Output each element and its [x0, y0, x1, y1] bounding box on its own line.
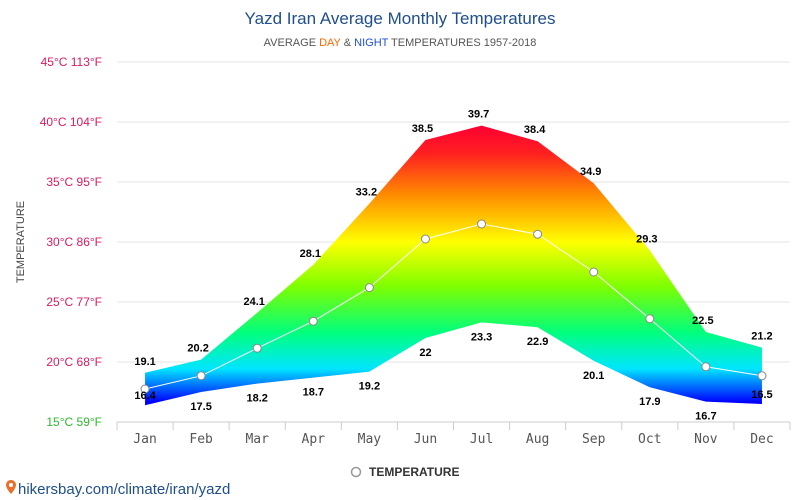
x-tick-label: Apr	[302, 432, 326, 447]
mean-temperature-point	[140, 384, 150, 394]
night-value-label: 17.5	[190, 401, 211, 413]
mean-temperature-point	[364, 283, 374, 293]
night-value-label: 22	[419, 347, 431, 359]
y-tick-label: 45°C 113°F	[41, 55, 102, 69]
footer-text: hikersbay.com/climate/iran/yazd	[18, 481, 230, 498]
x-tick-label: Feb	[189, 432, 213, 447]
day-value-label: 24.1	[243, 296, 264, 308]
night-value-label: 16.7	[695, 411, 716, 423]
night-value-label: 18.7	[303, 387, 324, 399]
day-value-label: 21.2	[751, 331, 772, 343]
day-value-label: 22.5	[692, 315, 713, 327]
day-value-label: 38.4	[524, 124, 546, 136]
day-value-label: 34.9	[580, 166, 601, 178]
mean-temperature-point	[477, 219, 487, 229]
y-tick-label: 25°C 77°F	[46, 295, 102, 309]
mean-temperature-point	[420, 234, 430, 244]
data-labels: 19.1 20.2 24.1 28.1 33.2 38.5 39.7 38.4 34.9 29.3…	[134, 109, 772, 423]
chart-subtitle: AVERAGE DAY & NIGHT TEMPERATURES 1957-20…	[264, 37, 537, 49]
mean-temperature-point	[196, 371, 206, 381]
day-value-label: 20.2	[187, 343, 208, 355]
day-night-range-area	[145, 125, 762, 406]
day-value-label: 39.7	[468, 109, 489, 121]
y-tick-label: 35°C 95°F	[46, 175, 102, 189]
subtitle-prefix: AVERAGE	[264, 37, 319, 49]
mean-temperature-point	[533, 229, 543, 239]
day-value-label: 19.1	[134, 356, 155, 368]
y-tick-label: 20°C 68°F	[46, 355, 102, 369]
y-tick-label: 15°C 59°F	[46, 415, 102, 429]
night-value-label: 18.2	[246, 393, 267, 405]
subtitle-suffix: TEMPERATURES 1957-2018	[388, 37, 536, 49]
day-value-label: 38.5	[412, 123, 433, 135]
day-value-label: 28.1	[300, 248, 321, 260]
mean-temperature-series	[140, 219, 767, 394]
x-tick-label: Mar	[245, 432, 269, 447]
map-pin-icon	[6, 480, 16, 494]
subtitle-day: DAY	[319, 37, 341, 49]
temperature-range-area	[145, 125, 762, 406]
legend-marker	[350, 466, 362, 478]
mean-temperature-point	[701, 362, 711, 372]
chart-title: Yazd Iran Average Monthly Temperatures	[245, 9, 556, 28]
x-axis: Jan Feb Mar Apr May Jun Jul Aug Sep Oct Nov Dec	[116, 421, 791, 447]
x-tick-label: Sep	[582, 432, 606, 447]
x-tick-label: Jan	[133, 432, 156, 447]
footer-link[interactable]: hikersbay.com/climate/iran/yazd	[6, 480, 230, 498]
mean-temperature-point	[252, 343, 262, 353]
legend[interactable]: TEMPERATURE	[350, 465, 460, 479]
x-tick-label: Aug	[526, 432, 549, 447]
mean-temperature-point	[645, 314, 655, 324]
x-tick-label: Jul	[470, 432, 493, 447]
subtitle-amp: &	[341, 37, 354, 49]
x-tick-label: May	[358, 432, 382, 447]
x-tick-label: Nov	[694, 432, 718, 447]
legend-label: TEMPERATURE	[369, 465, 459, 479]
y-tick-label: 40°C 104°F	[40, 115, 102, 129]
y-tick-label: 30°C 86°F	[46, 235, 102, 249]
mean-temperature-point	[308, 316, 318, 326]
x-tick-label: Jun	[414, 432, 437, 447]
night-value-label: 22.9	[527, 336, 548, 348]
night-value-label: 16.4	[134, 390, 156, 402]
night-value-label: 19.2	[359, 381, 380, 393]
mean-temperature-point	[589, 267, 599, 277]
mean-temperature-line	[144, 223, 763, 390]
mean-temperature-point	[757, 371, 767, 381]
night-value-label: 16.5	[751, 389, 772, 401]
x-tick-label: Dec	[750, 432, 773, 447]
y-tick-labels: 15°C 59°F 20°C 68°F 25°C 77°F 30°C 86°F 35°C…	[40, 55, 102, 429]
night-value-label: 23.3	[471, 331, 492, 343]
y-axis-title: TEMPERATURE	[15, 201, 27, 283]
night-value-label: 17.9	[639, 396, 660, 408]
day-value-label: 29.3	[636, 233, 657, 245]
x-tick-label: Oct	[638, 432, 661, 447]
night-value-label: 20.1	[583, 370, 604, 382]
day-value-label: 33.2	[356, 187, 377, 199]
subtitle-night: NIGHT	[354, 37, 389, 49]
